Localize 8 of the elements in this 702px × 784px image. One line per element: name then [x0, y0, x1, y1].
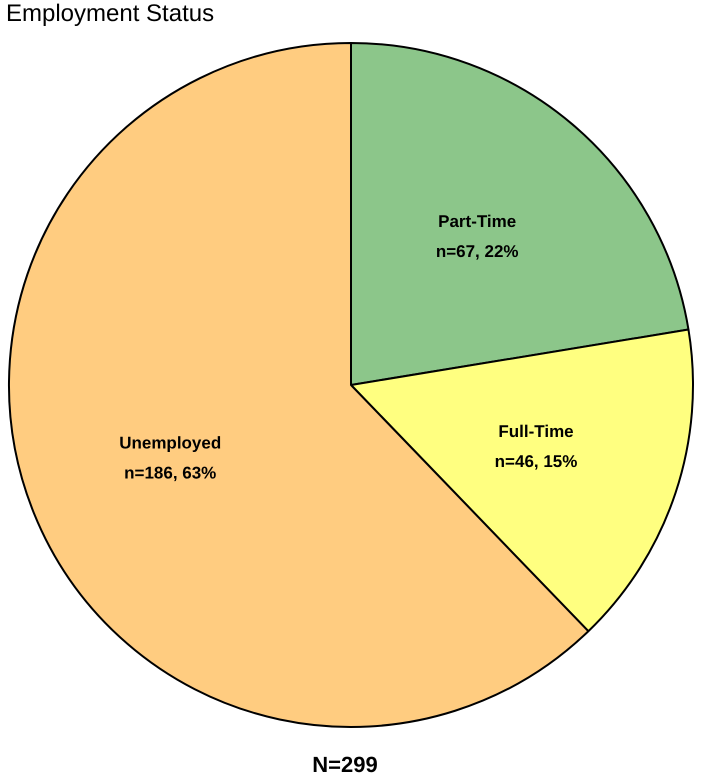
slice-label: Full-Time — [498, 422, 574, 442]
text: N=299 — [311, 752, 379, 778]
chart-title: Employment Status — [6, 0, 214, 28]
data-label: n=186, 63% — [124, 464, 216, 483]
data-label: n=46, 15% — [494, 452, 578, 472]
slice-label: Unemployed — [119, 434, 222, 453]
data-label: n=67, 22% — [436, 242, 519, 262]
slice-label: Part-Time — [438, 212, 516, 232]
